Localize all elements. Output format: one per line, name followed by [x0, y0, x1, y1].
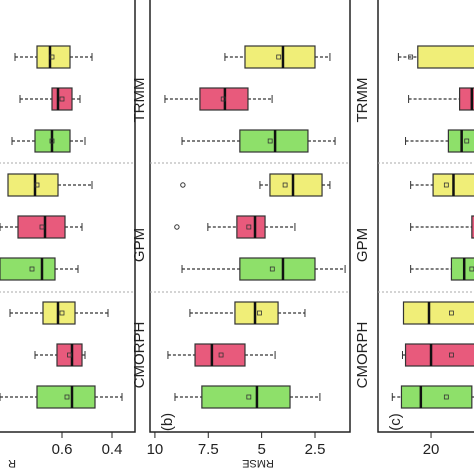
- category-label: TRMM: [354, 78, 371, 123]
- box: [36, 45, 71, 69]
- plot-area: [164, 45, 346, 409]
- box: [51, 87, 73, 111]
- box: [17, 215, 66, 239]
- box: [56, 343, 83, 367]
- category-label: CMORPH: [131, 322, 148, 389]
- category-label: GPM: [354, 228, 371, 262]
- panel-frame: [377, 0, 474, 433]
- panel-label: (c): [387, 413, 404, 431]
- box: [239, 257, 316, 281]
- mean: [276, 54, 282, 60]
- mean: [257, 310, 262, 316]
- panel-frame: [149, 0, 351, 433]
- box: [244, 45, 316, 69]
- x-tick-label: 10: [147, 441, 164, 458]
- mean: [39, 224, 45, 230]
- x-tick-label: 5: [257, 441, 265, 458]
- box: [417, 45, 474, 69]
- box: [400, 385, 473, 409]
- mean: [408, 54, 414, 60]
- mean: [267, 138, 273, 144]
- box: [404, 343, 474, 367]
- mean: [218, 352, 224, 358]
- mean: [269, 266, 275, 272]
- mean: [443, 394, 449, 400]
- mean: [59, 310, 65, 316]
- x-tick-label: 0.6: [52, 441, 73, 458]
- panel-label: (b): [159, 413, 176, 431]
- outlier: [180, 182, 186, 188]
- x-axis-label: R: [8, 457, 16, 469]
- box: [269, 173, 323, 197]
- box: [234, 301, 279, 325]
- mean: [449, 352, 454, 358]
- box: [450, 257, 474, 281]
- mean: [67, 352, 72, 358]
- plot-area: [391, 45, 474, 409]
- category-label: TRMM: [131, 78, 148, 123]
- mean: [443, 182, 449, 188]
- outlier: [174, 224, 180, 230]
- category-label: CMORPH: [354, 322, 371, 389]
- mean: [464, 138, 470, 144]
- mean: [246, 224, 252, 230]
- mean: [220, 96, 226, 102]
- mean: [49, 54, 55, 60]
- mean: [246, 394, 252, 400]
- x-axis-label: RMSE: [242, 457, 274, 469]
- panel-frame: [0, 0, 136, 433]
- box: [0, 257, 56, 281]
- x-tick-label: 0.4: [102, 441, 123, 458]
- box: [7, 173, 59, 197]
- box: [402, 301, 474, 325]
- x-tick-label: 7.5: [198, 441, 219, 458]
- mean: [64, 394, 70, 400]
- mean: [49, 138, 55, 144]
- mean: [59, 96, 65, 102]
- mean: [282, 182, 288, 188]
- box: [194, 343, 246, 367]
- mean: [29, 266, 35, 272]
- x-tick-label: 20: [423, 441, 440, 458]
- x-tick-label: 2.5: [305, 441, 326, 458]
- mean: [34, 182, 40, 188]
- box: [36, 385, 96, 409]
- box: [459, 87, 474, 111]
- box: [471, 215, 474, 239]
- plot-area: [0, 45, 123, 409]
- category-label: GPM: [131, 228, 148, 262]
- box: [201, 385, 291, 409]
- mean: [449, 310, 454, 316]
